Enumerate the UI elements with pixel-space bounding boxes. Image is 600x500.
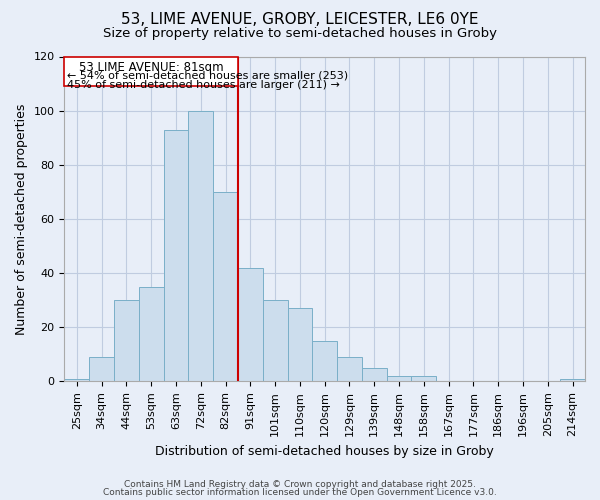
Bar [188,110,213,382]
Bar [386,376,412,382]
Bar [412,376,436,382]
Bar [313,341,337,382]
Bar [89,357,114,382]
Bar [263,300,287,382]
Bar [213,192,238,382]
Y-axis label: Number of semi-detached properties: Number of semi-detached properties [15,104,28,334]
X-axis label: Distribution of semi-detached houses by size in Groby: Distribution of semi-detached houses by … [155,444,494,458]
Text: Contains public sector information licensed under the Open Government Licence v3: Contains public sector information licen… [103,488,497,497]
Bar [362,368,386,382]
Text: 53 LIME AVENUE: 81sqm: 53 LIME AVENUE: 81sqm [79,60,223,74]
Bar [287,308,313,382]
Bar [164,130,188,382]
Text: 53, LIME AVENUE, GROBY, LEICESTER, LE6 0YE: 53, LIME AVENUE, GROBY, LEICESTER, LE6 0… [121,12,479,28]
Text: Size of property relative to semi-detached houses in Groby: Size of property relative to semi-detach… [103,28,497,40]
Bar [64,378,89,382]
Text: 45% of semi-detached houses are larger (211) →: 45% of semi-detached houses are larger (… [67,80,340,90]
Text: Contains HM Land Registry data © Crown copyright and database right 2025.: Contains HM Land Registry data © Crown c… [124,480,476,489]
Bar [238,268,263,382]
Bar [139,286,164,382]
Bar [114,300,139,382]
Bar [337,357,362,382]
FancyBboxPatch shape [64,56,238,86]
Text: ← 54% of semi-detached houses are smaller (253): ← 54% of semi-detached houses are smalle… [67,70,348,80]
Bar [560,378,585,382]
